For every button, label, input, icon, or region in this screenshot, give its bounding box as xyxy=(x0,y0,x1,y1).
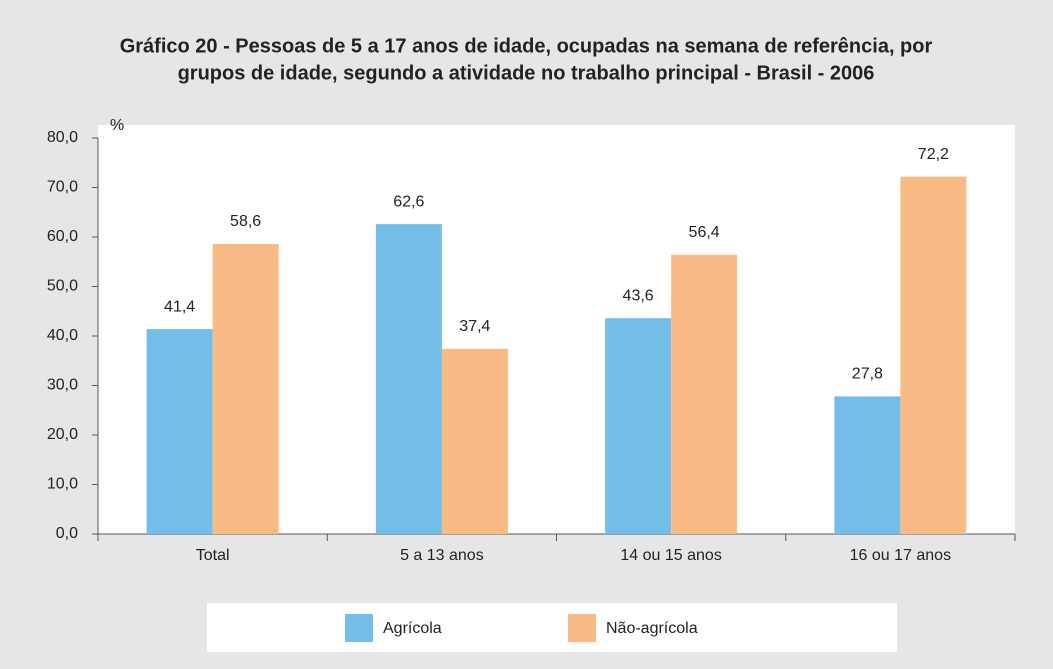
bar xyxy=(375,224,442,534)
legend xyxy=(207,603,897,652)
x-tick-label: 16 ou 17 anos xyxy=(850,547,951,564)
y-tick-label: 40,0 xyxy=(47,327,78,344)
bar xyxy=(441,348,508,534)
y-tick-label: 70,0 xyxy=(47,179,78,196)
y-tick-label: 50,0 xyxy=(47,278,78,295)
value-label: 43,6 xyxy=(623,287,654,304)
legend-label: Agrícola xyxy=(383,620,442,637)
value-label: 41,4 xyxy=(164,298,195,315)
value-label: 62,6 xyxy=(393,193,424,210)
y-tick-label: 20,0 xyxy=(47,426,78,443)
y-tick-label: 60,0 xyxy=(47,228,78,245)
y-axis-label: % xyxy=(110,117,124,134)
value-label: 37,4 xyxy=(459,318,490,335)
x-tick-label: Total xyxy=(196,547,230,564)
bar xyxy=(605,318,672,534)
value-label: 72,2 xyxy=(918,146,949,163)
y-tick-label: 30,0 xyxy=(47,377,78,394)
value-label: 56,4 xyxy=(689,224,720,241)
y-tick-label: 0,0 xyxy=(56,525,78,542)
value-label: 27,8 xyxy=(852,366,883,383)
chart-title: Gráfico 20 - Pessoas de 5 a 17 anos de i… xyxy=(120,35,933,57)
legend-swatch xyxy=(568,614,596,642)
legend-swatch xyxy=(345,614,373,642)
x-tick-label: 14 ou 15 anos xyxy=(620,547,721,564)
bar xyxy=(671,254,738,534)
x-tick-label: 5 a 13 anos xyxy=(400,547,484,564)
bar xyxy=(146,329,213,534)
chart-title: grupos de idade, segundo a atividade no … xyxy=(178,62,875,84)
value-label: 58,6 xyxy=(230,213,261,230)
bar xyxy=(900,176,967,535)
legend-label: Não-agrícola xyxy=(606,620,698,637)
y-tick-label: 80,0 xyxy=(47,129,78,146)
y-tick-label: 10,0 xyxy=(47,476,78,493)
bar xyxy=(834,396,901,534)
bar xyxy=(212,243,279,534)
